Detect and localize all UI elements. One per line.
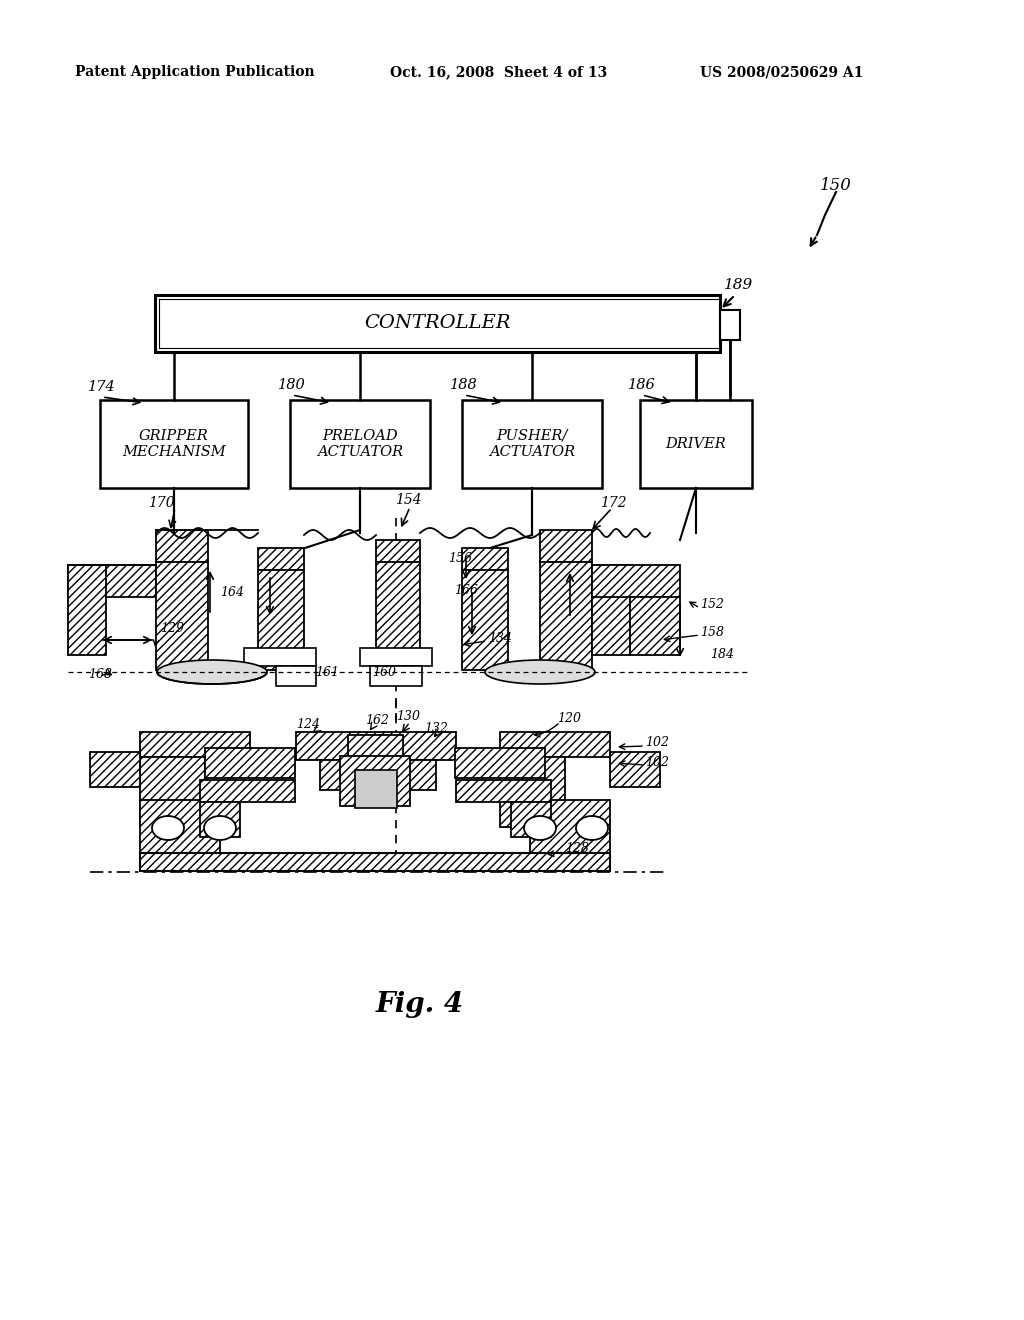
Text: 124: 124	[296, 718, 319, 731]
Text: PUSHER/
ACTUATOR: PUSHER/ ACTUATOR	[488, 429, 575, 459]
Text: Patent Application Publication: Patent Application Publication	[75, 65, 314, 79]
Bar	[140, 800, 220, 865]
Bar	[500, 733, 610, 756]
Bar	[296, 733, 456, 760]
Text: 102: 102	[645, 735, 669, 748]
Bar	[156, 562, 208, 671]
Text: 168: 168	[88, 668, 112, 681]
Text: 180: 180	[278, 378, 306, 392]
Bar	[511, 803, 551, 837]
Ellipse shape	[485, 660, 595, 684]
Text: 130: 130	[396, 710, 420, 723]
Text: 132: 132	[424, 722, 449, 734]
Bar	[462, 400, 602, 488]
Bar	[258, 548, 304, 570]
Text: 188: 188	[450, 378, 478, 392]
Bar	[290, 400, 430, 488]
Bar	[205, 748, 295, 777]
Text: CONTROLLER: CONTROLLER	[365, 314, 511, 333]
Text: 129: 129	[160, 622, 184, 635]
Text: 134: 134	[488, 631, 512, 644]
Bar	[592, 565, 630, 655]
Ellipse shape	[152, 816, 184, 840]
Bar	[140, 733, 250, 756]
Bar	[530, 800, 610, 865]
Bar	[500, 756, 565, 828]
Bar	[140, 853, 610, 871]
Bar	[348, 735, 403, 789]
Bar	[360, 648, 432, 667]
Text: 164: 164	[220, 586, 244, 598]
Bar	[376, 540, 420, 562]
Bar	[540, 562, 592, 671]
Bar	[200, 780, 295, 803]
Text: 174: 174	[88, 380, 116, 393]
Bar	[68, 565, 106, 655]
Bar	[100, 400, 248, 488]
Text: 154: 154	[395, 492, 422, 507]
Bar	[200, 803, 240, 837]
Bar	[140, 756, 205, 828]
Bar	[462, 548, 508, 570]
Text: 189: 189	[724, 279, 754, 292]
Bar	[610, 752, 660, 787]
Text: 158: 158	[700, 626, 724, 639]
Bar	[630, 597, 680, 655]
Text: Oct. 16, 2008  Sheet 4 of 13: Oct. 16, 2008 Sheet 4 of 13	[390, 65, 607, 79]
Text: PRELOAD
ACTUATOR: PRELOAD ACTUATOR	[317, 429, 403, 459]
Bar	[355, 770, 397, 808]
Bar	[258, 570, 304, 671]
Bar	[720, 310, 740, 341]
Bar	[155, 294, 720, 352]
Text: DRIVER: DRIVER	[666, 437, 726, 451]
Text: 120: 120	[557, 711, 581, 725]
Ellipse shape	[524, 816, 556, 840]
Text: 162: 162	[365, 714, 389, 726]
Bar	[68, 565, 156, 597]
Text: 172: 172	[600, 496, 627, 510]
Bar	[376, 562, 420, 671]
Bar	[276, 667, 316, 686]
Text: 150: 150	[820, 177, 852, 194]
Text: GRIPPER
MECHANISM: GRIPPER MECHANISM	[122, 429, 226, 459]
Ellipse shape	[157, 660, 267, 684]
Bar	[319, 760, 370, 789]
Bar	[455, 748, 545, 777]
Text: 152: 152	[700, 598, 724, 611]
Bar	[370, 667, 422, 686]
Text: Fig. 4: Fig. 4	[376, 991, 464, 1019]
Text: 166: 166	[454, 583, 478, 597]
Text: 161: 161	[315, 665, 339, 678]
Bar	[90, 752, 140, 787]
Text: US 2008/0250629 A1: US 2008/0250629 A1	[700, 65, 863, 79]
Text: 156: 156	[449, 552, 472, 565]
Bar	[156, 531, 208, 562]
Text: 184: 184	[710, 648, 734, 661]
Text: 128: 128	[565, 842, 589, 854]
Bar	[640, 400, 752, 488]
Text: 170: 170	[148, 496, 175, 510]
Bar	[340, 756, 410, 807]
Text: 102: 102	[645, 755, 669, 768]
Text: 160: 160	[372, 665, 396, 678]
Bar	[462, 570, 508, 671]
Text: 186: 186	[628, 378, 655, 392]
Ellipse shape	[575, 816, 608, 840]
Bar	[386, 760, 436, 789]
Bar	[244, 648, 316, 667]
Bar	[540, 531, 592, 562]
Bar	[456, 780, 551, 803]
Ellipse shape	[204, 816, 236, 840]
Bar	[592, 565, 680, 597]
